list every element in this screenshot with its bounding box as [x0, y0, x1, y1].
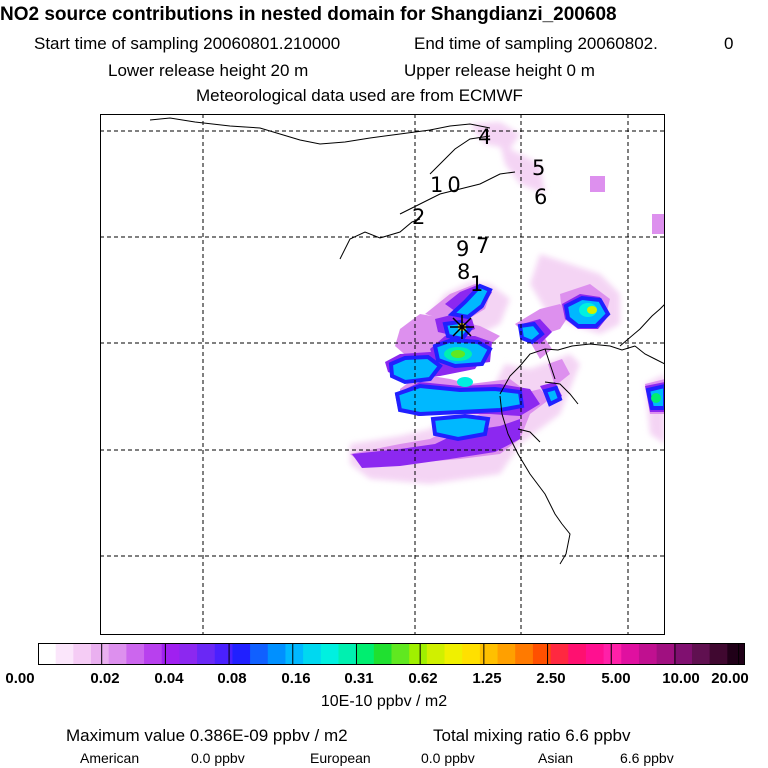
color-swatch-3: [91, 643, 110, 665]
source-region-labels: 4 5 10 6 2 9 7 8 1: [412, 125, 547, 296]
legend-tick-2: 0.04: [154, 670, 184, 687]
color-swatch-11: [232, 643, 251, 665]
total-mixing-ratio: Total mixing ratio 6.6 ppbv: [433, 726, 631, 745]
color-swatch-25: [479, 643, 499, 665]
color-swatch-10: [214, 643, 233, 665]
source-label-4: 4: [478, 125, 491, 149]
legend-tick-0: 0.00: [5, 670, 35, 687]
plume-peak: [444, 303, 661, 403]
color-swatch-28: [532, 643, 552, 665]
lower-release-height: Lower release height 20 m: [108, 61, 309, 80]
color-swatch-23: [444, 643, 463, 665]
american-label: American: [80, 750, 140, 766]
american-value: 0.0 ppbv: [191, 750, 245, 766]
color-swatch-15: [303, 643, 322, 665]
legend-tick-3: 0.08: [217, 670, 247, 687]
color-swatch-34: [638, 643, 658, 665]
color-swatch-31: [585, 643, 605, 665]
source-label-7: 7: [476, 234, 489, 258]
color-swatch-24: [462, 643, 481, 665]
source-label-6: 6: [534, 185, 547, 209]
color-swatch-5: [126, 643, 145, 665]
color-swatch-22: [426, 643, 446, 665]
source-label-9: 9: [456, 237, 469, 261]
color-swatch-39: [727, 643, 745, 665]
color-swatch-17: [338, 643, 357, 665]
color-swatch-12: [250, 643, 269, 665]
color-swatch-2: [73, 643, 92, 665]
color-swatch-19: [373, 643, 392, 665]
maximum-value: Maximum value 0.386E-09 ppbv / m2: [66, 726, 348, 745]
map-frame: [100, 114, 665, 635]
source-label-10: 10: [430, 173, 465, 197]
legend-tick-4: 0.16: [281, 670, 311, 687]
european-label: European: [310, 750, 371, 766]
meteorological-data-label: Meteorological data used are from ECMWF: [196, 86, 523, 105]
coastlines: [149, 117, 665, 565]
legend-tick-10: 10.00: [662, 670, 700, 687]
color-scale-bar: [38, 643, 745, 665]
color-swatch-30: [568, 643, 587, 665]
nested-domain-map: 4 5 10 6 2 9 7 8 1: [100, 114, 665, 635]
legend-tick-11: 20.00: [711, 670, 749, 687]
color-swatch-8: [179, 643, 198, 665]
color-swatch-38: [709, 643, 728, 665]
legend-tick-1: 0.02: [90, 670, 120, 687]
color-swatch-37: [691, 643, 711, 665]
legend-tick-6: 0.62: [408, 670, 438, 687]
color-swatch-20: [391, 643, 410, 665]
color-swatch-1: [55, 643, 74, 665]
color-swatch-9: [197, 643, 216, 665]
color-swatch-27: [515, 643, 534, 665]
european-value: 0.0 ppbv: [421, 750, 475, 766]
source-label-2: 2: [412, 205, 425, 229]
color-swatch-18: [356, 643, 375, 665]
color-swatch-14: [285, 643, 304, 665]
color-swatch-29: [550, 643, 569, 665]
plot-title: NO2 source contributions in nested domai…: [0, 4, 617, 25]
color-swatch-4: [108, 643, 127, 665]
source-label-1: 1: [470, 272, 483, 296]
legend-tick-8: 2.50: [536, 670, 566, 687]
color-swatch-6: [144, 643, 163, 665]
asian-value: 6.6 ppbv: [620, 750, 674, 766]
start-time-label: Start time of sampling 20060801.210000: [34, 34, 341, 53]
legend-tick-5: 0.31: [344, 670, 374, 687]
end-time-label: End time of sampling 20060802.: [414, 34, 658, 53]
legend-tick-7: 1.25: [472, 670, 502, 687]
color-swatch-16: [320, 643, 339, 665]
source-label-8: 8: [457, 260, 470, 284]
legend-tick-9: 5.00: [601, 670, 631, 687]
source-label-5: 5: [532, 156, 545, 180]
color-swatch-7: [161, 643, 180, 665]
asian-label: Asian: [538, 750, 574, 766]
color-swatch-13: [267, 643, 286, 665]
lat-lon-grid: [100, 114, 665, 635]
scale-frame: [38, 643, 745, 665]
end-time-tail: 0: [724, 34, 734, 53]
color-swatch-33: [621, 643, 640, 665]
legend-units: 10E-10 ppbv / m2: [320, 693, 448, 710]
upper-release-height: Upper release height 0 m: [404, 61, 595, 80]
color-swatch-0: [38, 643, 57, 665]
color-swatch-26: [497, 643, 516, 665]
color-swatch-21: [409, 643, 428, 665]
color-swatch-35: [656, 643, 675, 665]
station-marker: [450, 315, 474, 339]
color-swatch-36: [674, 643, 693, 665]
color-swatch-32: [603, 643, 622, 665]
